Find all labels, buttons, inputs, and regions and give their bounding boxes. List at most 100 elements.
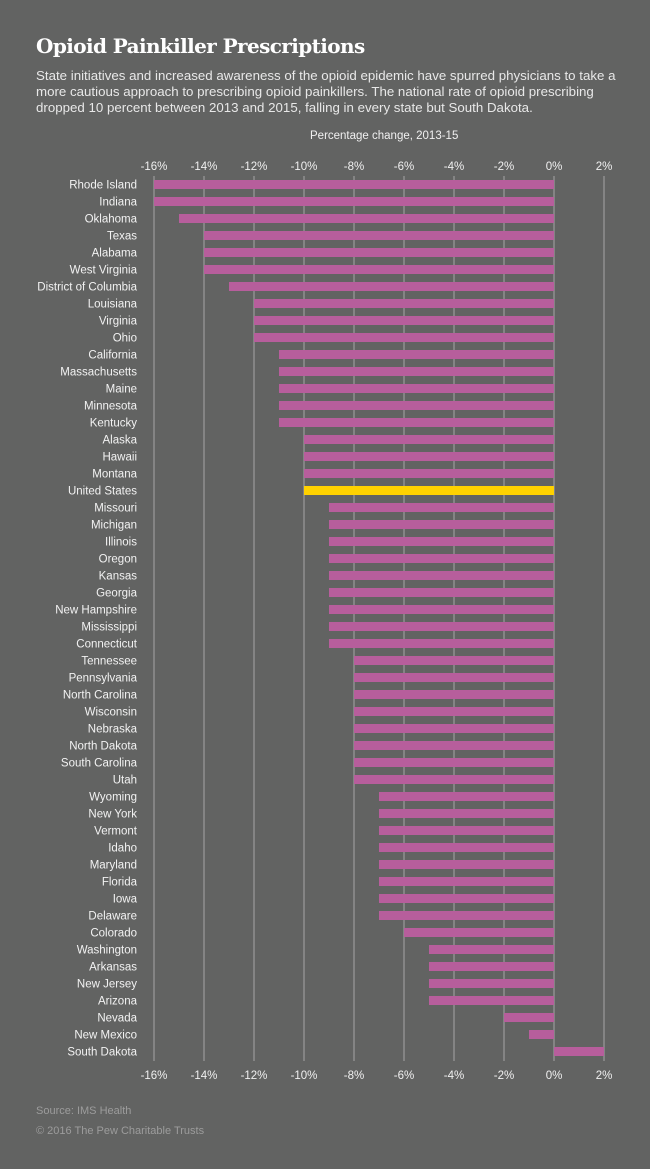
- category-label: Louisiana: [88, 299, 138, 311]
- category-label: Georgia: [96, 588, 138, 600]
- x-tick-label-bottom: 2%: [596, 1070, 613, 1082]
- chart-title: Opioid Painkiller Prescriptions: [36, 34, 365, 58]
- bar: [329, 588, 554, 597]
- source-note: Source: IMS Health: [36, 1105, 132, 1117]
- bar: [379, 792, 554, 801]
- category-label: Ohio: [113, 333, 137, 345]
- bar: [354, 707, 554, 716]
- category-label: United States: [68, 486, 137, 498]
- chart-subtitle: State initiatives and increased awarenes…: [36, 68, 616, 115]
- category-label: North Dakota: [69, 741, 137, 753]
- bar: [254, 299, 554, 308]
- bar: [379, 911, 554, 920]
- bar: [279, 367, 554, 376]
- category-label: Maryland: [90, 860, 137, 872]
- bar: [329, 622, 554, 631]
- category-label: Oklahoma: [85, 214, 138, 226]
- x-tick-label-bottom: -6%: [394, 1070, 414, 1082]
- x-tick-label-bottom: 0%: [546, 1070, 563, 1082]
- bar: [354, 690, 554, 699]
- category-label: Idaho: [108, 843, 137, 855]
- category-label: Wisconsin: [85, 707, 137, 719]
- bar: [529, 1030, 554, 1039]
- bar: [429, 979, 554, 988]
- bar: [354, 758, 554, 767]
- x-tick-label-bottom: -2%: [494, 1070, 514, 1082]
- x-tick-label-top: -12%: [241, 161, 268, 173]
- x-tick-label-bottom: -14%: [191, 1070, 218, 1082]
- bar: [304, 452, 554, 461]
- bar-highlight: [304, 486, 554, 495]
- copyright-note: © 2016 The Pew Charitable Trusts: [36, 1125, 205, 1137]
- bar: [204, 231, 554, 240]
- category-label: West Virginia: [70, 265, 138, 277]
- bar: [329, 605, 554, 614]
- category-label: Nebraska: [88, 724, 138, 736]
- bar: [354, 775, 554, 784]
- category-label: Wyoming: [89, 792, 137, 804]
- bar: [304, 435, 554, 444]
- category-label: New Hampshire: [55, 605, 137, 617]
- bar: [379, 860, 554, 869]
- category-label: Pennsylvania: [69, 673, 138, 685]
- category-label: North Carolina: [63, 690, 138, 702]
- x-tick-label-bottom: -8%: [344, 1070, 364, 1082]
- bar: [404, 928, 554, 937]
- category-label: Minnesota: [84, 401, 138, 413]
- bar: [279, 418, 554, 427]
- category-label: Tennessee: [81, 656, 137, 668]
- category-label: Arizona: [98, 996, 138, 1008]
- x-tick-label-top: -2%: [494, 161, 514, 173]
- bar: [279, 401, 554, 410]
- x-tick-label-top: -16%: [141, 161, 168, 173]
- category-label: Missouri: [94, 503, 137, 515]
- category-label: Kansas: [99, 571, 138, 583]
- category-label: Alaska: [102, 435, 137, 447]
- x-tick-label-top: -10%: [291, 161, 318, 173]
- category-label: Maine: [106, 384, 137, 396]
- x-tick-label-bottom: -10%: [291, 1070, 318, 1082]
- bar: [154, 197, 554, 206]
- category-label: Illinois: [105, 537, 137, 549]
- category-label: Montana: [92, 469, 137, 481]
- bar: [329, 571, 554, 580]
- category-label: Kentucky: [90, 418, 138, 430]
- bar: [504, 1013, 554, 1022]
- bar: [329, 520, 554, 529]
- bar: [354, 656, 554, 665]
- x-tick-label-top: -4%: [444, 161, 464, 173]
- x-tick-label-top: -14%: [191, 161, 218, 173]
- bar: [329, 639, 554, 648]
- bar: [329, 554, 554, 563]
- category-label: Alabama: [92, 248, 138, 260]
- category-label: Utah: [113, 775, 137, 787]
- bar: [429, 996, 554, 1005]
- category-label: Hawaii: [102, 452, 137, 464]
- bar: [354, 741, 554, 750]
- category-label: Vermont: [94, 826, 138, 838]
- category-label: Florida: [102, 877, 138, 889]
- category-label: Mississippi: [81, 622, 137, 634]
- category-label: South Dakota: [67, 1047, 137, 1059]
- category-label: Connecticut: [76, 639, 138, 651]
- category-label: Colorado: [90, 928, 137, 940]
- bar: [204, 265, 554, 274]
- bar: [554, 1047, 604, 1056]
- bar: [379, 809, 554, 818]
- category-label: Oregon: [99, 554, 137, 566]
- bar: [179, 214, 554, 223]
- category-label: California: [88, 350, 137, 362]
- category-label: Washington: [77, 945, 137, 957]
- bar: [429, 962, 554, 971]
- x-tick-label-top: 0%: [546, 161, 563, 173]
- category-label: Rhode Island: [69, 180, 137, 192]
- bar: [279, 350, 554, 359]
- category-label: Arkansas: [89, 962, 137, 974]
- bar: [279, 384, 554, 393]
- category-label: Nevada: [97, 1013, 137, 1025]
- x-tick-label-top: -6%: [394, 161, 414, 173]
- x-tick-label-bottom: -16%: [141, 1070, 168, 1082]
- category-label: Indiana: [99, 197, 137, 209]
- category-label: Massachusetts: [60, 367, 137, 379]
- x-tick-label-bottom: -12%: [241, 1070, 268, 1082]
